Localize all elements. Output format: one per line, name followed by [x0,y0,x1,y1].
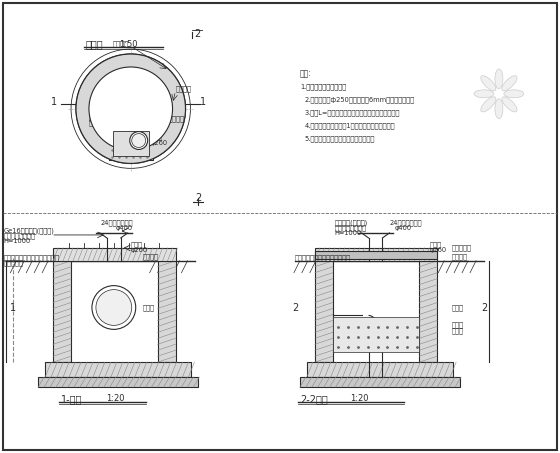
Text: 压力井盖: 压力井盖 [169,116,185,122]
Bar [157,261,175,362]
Text: H=1000: H=1000 [335,230,362,236]
Text: 平面图: 平面图 [86,39,104,49]
Bar [300,377,460,387]
Ellipse shape [495,69,503,89]
Bar [53,261,71,362]
Circle shape [76,54,185,164]
Text: 井筒外壁: 井筒外壁 [113,41,129,48]
Circle shape [89,67,172,150]
Text: 见平面图对应压力井盖面层高差: 见平面图对应压力井盖面层高差 [3,255,59,261]
Text: 24号镀锌铁皮帽: 24号镀锌铁皮帽 [389,220,422,226]
Text: 检查井: 检查井 [451,304,463,311]
Text: 说明:: 说明: [300,69,312,78]
Text: 压力井盖: 压力井盖 [451,254,467,260]
Text: 凝混土: 凝混土 [451,327,463,334]
Bar [307,362,453,377]
Text: φ260: φ260 [430,247,446,253]
Text: φ260: φ260 [151,140,168,145]
Text: 2: 2 [195,193,202,203]
Text: 通气管: 通气管 [130,241,143,248]
Text: H=1000: H=1000 [3,238,31,244]
Bar [109,123,153,160]
Text: 5.检查井做法详见检查井施工大样图。: 5.检查井做法详见检查井施工大样图。 [305,135,375,142]
Text: 2.通气管选用ф250钢管，壁厚6mm，应用于承压井: 2.通气管选用ф250钢管，壁厚6mm，应用于承压井 [305,96,415,103]
Text: 按管内径平均分布: 按管内径平均分布 [335,225,367,231]
Text: 2: 2 [292,303,298,313]
Text: 24号镀锌铁皮帽: 24号镀锌铁皮帽 [101,220,133,226]
Text: 3.图中L=表示通气管与检查井的水平距离，其取值: 3.图中L=表示通气管与检查井的水平距离，其取值 [305,109,400,116]
Ellipse shape [502,76,517,91]
Text: 按管内径平均分布: 按管内径平均分布 [3,233,35,239]
Text: 通气管: 通气管 [430,241,441,248]
Bar [45,362,192,377]
Bar [113,130,148,156]
Text: 1: 1 [10,303,16,313]
Text: φ400: φ400 [116,225,133,231]
Circle shape [96,289,132,325]
Text: 1:50: 1:50 [119,39,137,48]
Text: 见平面图对应压力井盖面层高差: 见平面图对应压力井盖面层高差 [295,255,351,261]
Text: Ge16钢筋焊接(双面焊): Ge16钢筋焊接(双面焊) [3,228,54,234]
Circle shape [76,54,185,164]
Text: 2: 2 [481,303,487,313]
Text: 1:20: 1:20 [349,395,368,404]
Text: 2: 2 [194,29,200,39]
Bar [315,248,437,261]
Text: 管基混: 管基混 [89,114,101,121]
Text: 井筒内壁: 井筒内壁 [175,86,192,92]
Text: 检查井: 检查井 [143,304,155,311]
Text: 通气管: 通气管 [151,133,162,140]
Bar [333,318,419,352]
Bar [315,261,333,362]
Bar [53,248,175,261]
Text: φ400: φ400 [394,225,412,231]
Ellipse shape [481,76,496,91]
Text: 2-2剖面: 2-2剖面 [300,394,328,404]
Circle shape [130,131,148,149]
Text: 1:20: 1:20 [106,395,124,404]
Text: 1.本图尺寸均以毫米计。: 1.本图尺寸均以毫米计。 [300,83,346,90]
Bar [419,261,437,362]
Text: φ260: φ260 [130,247,148,253]
Text: 槽铸铁井盖: 槽铸铁井盖 [3,260,24,266]
Text: 钢筋焊接(双面焊): 钢筋焊接(双面焊) [335,220,368,226]
Bar [38,377,198,387]
Text: 1-剖面: 1-剖面 [61,394,82,404]
Text: 1: 1 [200,97,207,107]
Ellipse shape [504,90,524,98]
Text: 压力井盖: 压力井盖 [143,254,158,260]
Ellipse shape [502,97,517,112]
Text: 管基混: 管基混 [451,321,463,328]
Ellipse shape [495,99,503,119]
Ellipse shape [474,90,494,98]
Circle shape [132,134,146,148]
Text: 槽铸铁井盖: 槽铸铁井盖 [451,245,471,251]
Bar [315,251,437,259]
Text: 4.通气管一般高出地面1米，根据构件需铺除标路: 4.通气管一般高出地面1米，根据构件需铺除标路 [305,122,395,129]
Text: 凝混土: 凝混土 [89,119,101,126]
Text: 1: 1 [51,97,57,107]
Circle shape [92,286,136,329]
Ellipse shape [481,97,496,112]
